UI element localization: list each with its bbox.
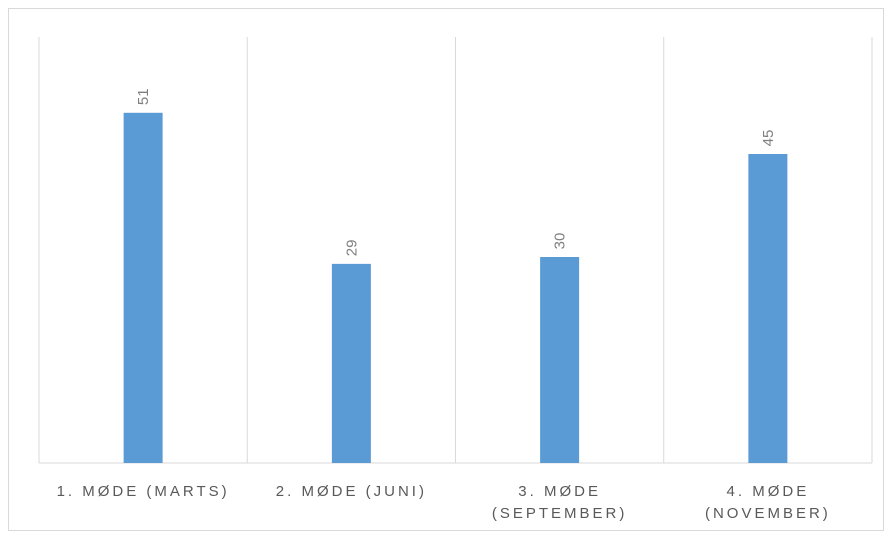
category-label: 2. MØDE (JUNI) <box>276 483 427 500</box>
grid-lines <box>38 37 873 464</box>
bar <box>748 154 788 463</box>
category-labels: 1. MØDE (MARTS) 2. MØDE (JUNI) 3. MØDE (SEP… <box>57 483 831 522</box>
bar <box>331 263 371 463</box>
category-label: (SEPTEMBER) <box>492 505 628 522</box>
category-label: (NOVEMBER) <box>705 505 831 522</box>
bar <box>123 112 163 464</box>
category-label: 4. MØDE <box>727 483 810 500</box>
bar <box>540 257 580 463</box>
data-label: 45 <box>760 130 777 147</box>
data-labels: 51 29 30 45 <box>135 88 777 256</box>
category-label: 3. MØDE <box>518 483 601 500</box>
data-label: 30 <box>552 233 569 250</box>
category-label: 1. MØDE (MARTS) <box>57 483 230 500</box>
bars <box>123 112 788 464</box>
data-label: 29 <box>343 240 360 257</box>
data-label: 51 <box>135 88 152 105</box>
